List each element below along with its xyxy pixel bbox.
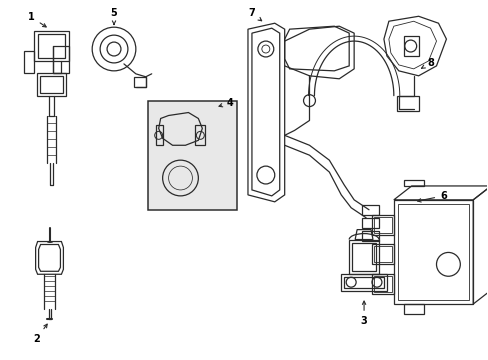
Text: 5: 5 (110, 8, 117, 24)
Text: 4: 4 (219, 98, 233, 108)
Text: 7: 7 (248, 8, 261, 21)
Bar (147, 100, 237, 210)
Text: 1: 1 (28, 12, 46, 27)
Text: 2: 2 (33, 324, 47, 344)
Text: 6: 6 (417, 191, 446, 202)
Text: 3: 3 (360, 301, 366, 326)
Text: 8: 8 (421, 58, 433, 68)
